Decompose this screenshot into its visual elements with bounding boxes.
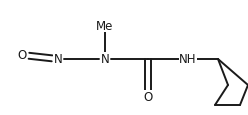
- Text: N: N: [54, 53, 62, 66]
- Text: Me: Me: [96, 19, 114, 32]
- Text: N: N: [101, 53, 109, 66]
- Text: NH: NH: [179, 53, 197, 66]
- Text: O: O: [143, 91, 153, 104]
- Text: O: O: [17, 49, 27, 62]
